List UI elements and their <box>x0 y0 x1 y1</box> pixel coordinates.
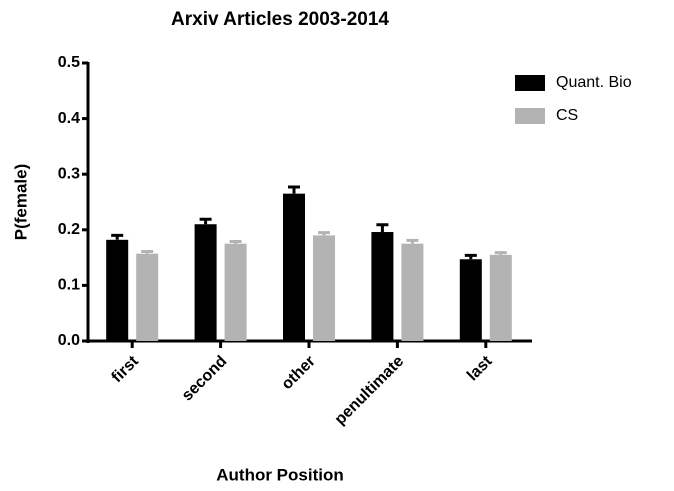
bar <box>283 193 305 341</box>
bar <box>136 253 159 341</box>
bar <box>194 224 217 341</box>
legend-label: CS <box>556 107 578 124</box>
error-bar <box>464 253 477 260</box>
x-tick-label: last <box>464 352 496 384</box>
y-tick-label: 0.0 <box>58 332 80 349</box>
bar <box>401 243 424 341</box>
x-tick-label: other <box>279 353 319 393</box>
y-axis-title: P(female) <box>11 164 30 241</box>
x-tick-label: penultimate <box>332 353 408 429</box>
legend-swatch <box>515 108 545 124</box>
x-tick-label: second <box>179 353 231 405</box>
y-tick-label: 0.3 <box>58 165 80 182</box>
error-bar <box>141 249 154 254</box>
bar <box>106 239 129 341</box>
bar <box>371 232 394 341</box>
error-bar <box>288 185 300 194</box>
error-bar <box>376 223 389 233</box>
error-bar <box>406 238 419 244</box>
bar <box>313 235 335 341</box>
error-bar <box>111 233 124 240</box>
y-tick-label: 0.4 <box>58 110 80 127</box>
chart-title: Arxiv Articles 2003-2014 <box>171 9 389 30</box>
y-tick-label: 0.2 <box>58 221 80 238</box>
bar <box>459 259 482 341</box>
bar <box>224 243 247 341</box>
x-axis-title: Author Position <box>216 465 343 484</box>
x-tick-label: first <box>109 352 143 386</box>
legend-label: Quant. Bio <box>556 74 632 91</box>
legend-swatch <box>515 75 545 91</box>
y-tick-label: 0.5 <box>58 54 80 71</box>
y-tick-label: 0.1 <box>58 277 80 294</box>
error-bar <box>494 251 507 255</box>
error-bar <box>229 239 242 244</box>
bar <box>489 254 512 341</box>
error-bar <box>199 217 212 225</box>
error-bar <box>318 231 330 236</box>
